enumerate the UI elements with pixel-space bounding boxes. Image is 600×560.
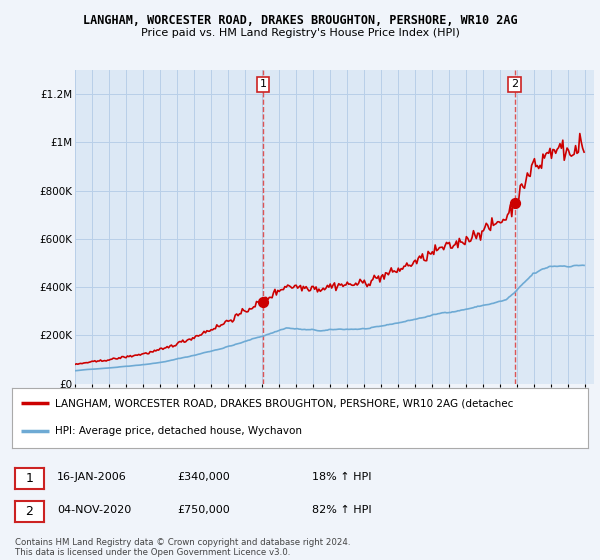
Text: 2: 2 bbox=[25, 505, 34, 518]
Text: Contains HM Land Registry data © Crown copyright and database right 2024.
This d: Contains HM Land Registry data © Crown c… bbox=[15, 538, 350, 557]
Text: 18% ↑ HPI: 18% ↑ HPI bbox=[312, 472, 371, 482]
Text: 82% ↑ HPI: 82% ↑ HPI bbox=[312, 505, 371, 515]
Text: 1: 1 bbox=[259, 80, 266, 90]
Point bbox=[258, 297, 268, 306]
Text: Price paid vs. HM Land Registry's House Price Index (HPI): Price paid vs. HM Land Registry's House … bbox=[140, 28, 460, 38]
Text: 16-JAN-2006: 16-JAN-2006 bbox=[57, 472, 127, 482]
Text: £340,000: £340,000 bbox=[177, 472, 230, 482]
Text: £750,000: £750,000 bbox=[177, 505, 230, 515]
Text: LANGHAM, WORCESTER ROAD, DRAKES BROUGHTON, PERSHORE, WR10 2AG (detachec: LANGHAM, WORCESTER ROAD, DRAKES BROUGHTO… bbox=[55, 398, 514, 408]
Point bbox=[510, 198, 520, 207]
Text: LANGHAM, WORCESTER ROAD, DRAKES BROUGHTON, PERSHORE, WR10 2AG: LANGHAM, WORCESTER ROAD, DRAKES BROUGHTO… bbox=[83, 14, 517, 27]
Text: 1: 1 bbox=[25, 472, 34, 486]
Text: 2: 2 bbox=[511, 80, 518, 90]
Text: 04-NOV-2020: 04-NOV-2020 bbox=[57, 505, 131, 515]
Text: HPI: Average price, detached house, Wychavon: HPI: Average price, detached house, Wych… bbox=[55, 426, 302, 436]
